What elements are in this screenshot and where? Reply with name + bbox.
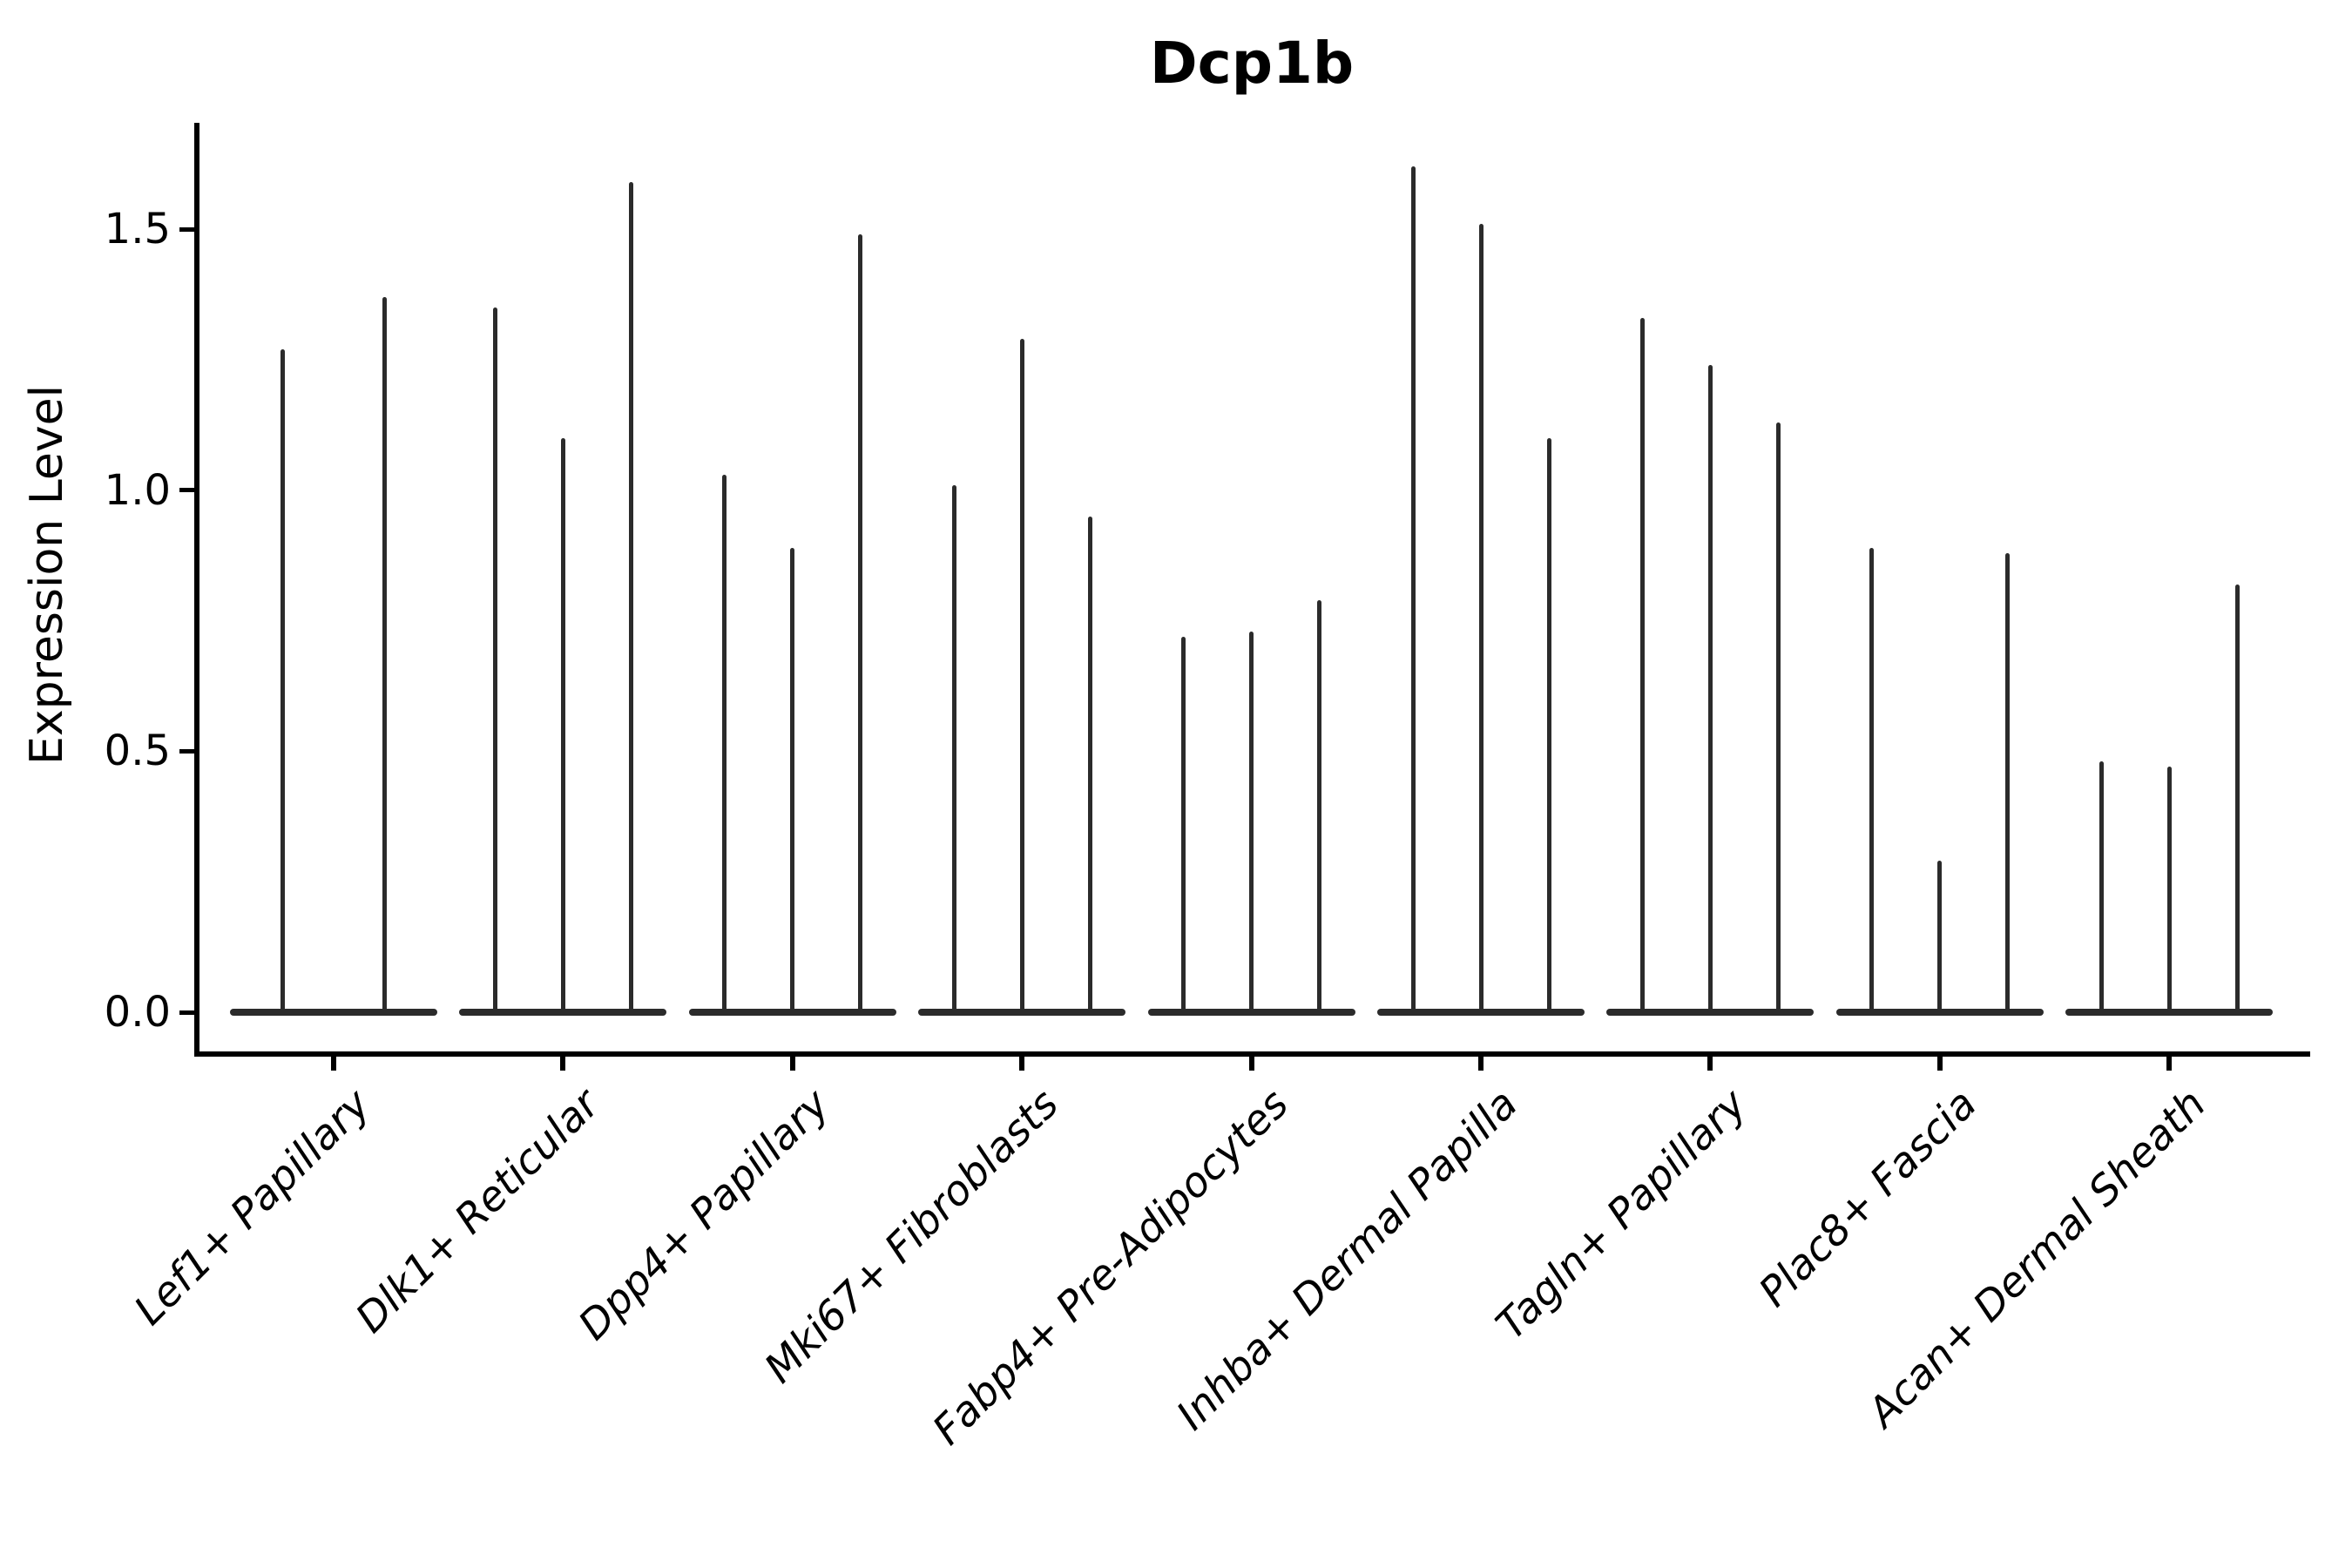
violin-base	[688, 1009, 896, 1016]
x-tick-label: Dlk1+ Reticular	[347, 1080, 610, 1342]
violin-base	[918, 1009, 1126, 1016]
x-tick-label: Tagln+ Papillary	[1487, 1080, 1757, 1349]
violin-base	[2065, 1009, 2274, 1016]
x-tick-label: Fabp4+ Pre-Adipocytes	[923, 1080, 1298, 1455]
violin-spike	[492, 307, 497, 1012]
violin-spike	[1181, 636, 1186, 1012]
violin-spike	[1410, 166, 1416, 1012]
violin-base	[1377, 1009, 1585, 1016]
x-tick-mark	[1248, 1057, 1254, 1071]
x-tick-label: Lef1+ Papillary	[125, 1080, 380, 1335]
violin-base	[1147, 1009, 1355, 1016]
x-tick-label: Plac8+ Fascia	[1749, 1080, 1986, 1317]
violin-spike	[382, 296, 387, 1012]
x-tick-mark	[1478, 1057, 1484, 1071]
y-tick-label: 1.5	[104, 205, 171, 254]
x-tick-label: Inhba+ Dermal Papilla	[1167, 1080, 1527, 1440]
x-tick-mark	[1019, 1057, 1025, 1071]
x-tick-label: Dpp4+ Papillary	[569, 1080, 839, 1350]
y-tick-mark	[179, 1010, 194, 1015]
x-tick-mark	[1936, 1057, 1943, 1071]
violin-spike	[1869, 547, 1875, 1012]
x-tick-mark	[1707, 1057, 1713, 1071]
violin-spike	[1639, 317, 1645, 1012]
violin-spike	[1707, 364, 1713, 1012]
violin-spike	[1937, 861, 1943, 1012]
y-tick-mark	[179, 488, 194, 493]
violin-spike	[560, 437, 565, 1012]
y-tick-label: 0.0	[104, 988, 171, 1037]
violin-spike	[1317, 599, 1322, 1012]
x-tick-mark	[560, 1057, 566, 1071]
y-tick-label: 1.0	[104, 465, 171, 515]
violin-spike	[722, 474, 727, 1012]
violin-spike	[858, 234, 863, 1012]
plot-title: Dcp1b	[1149, 30, 1355, 97]
y-axis-label: Expression Level	[21, 384, 73, 766]
violin-spike	[2099, 761, 2104, 1012]
violin-spike	[1775, 422, 1781, 1012]
x-tick-mark	[789, 1057, 795, 1071]
violin-spike	[790, 547, 795, 1012]
violin-base	[1835, 1009, 2044, 1016]
violin-spike	[2166, 767, 2172, 1012]
violin-base	[1606, 1009, 1815, 1016]
x-tick-mark	[331, 1057, 336, 1071]
violin-spike	[628, 182, 633, 1012]
y-tick-mark	[179, 748, 194, 754]
violin-spike	[1087, 516, 1092, 1012]
violin-spike	[951, 484, 956, 1012]
violin-spike	[2234, 584, 2240, 1012]
violin-spike	[2005, 552, 2011, 1012]
violin-spike	[280, 348, 285, 1012]
y-tick-label: 0.5	[104, 727, 171, 776]
x-tick-mark	[2166, 1057, 2173, 1071]
violin-spike	[1249, 631, 1254, 1012]
x-tick-label: Mki67+ Fibroblasts	[755, 1080, 1069, 1393]
y-axis-spine	[194, 123, 199, 1057]
violin-base	[459, 1009, 667, 1016]
violin-spike	[1546, 437, 1551, 1012]
violin-spike	[1019, 338, 1024, 1012]
x-axis-spine	[194, 1051, 2310, 1057]
violin-spike	[1478, 224, 1484, 1012]
x-tick-label: Acan+ Dermal Sheath	[1859, 1080, 2216, 1437]
violin-base	[230, 1009, 437, 1016]
y-tick-mark	[179, 226, 194, 232]
